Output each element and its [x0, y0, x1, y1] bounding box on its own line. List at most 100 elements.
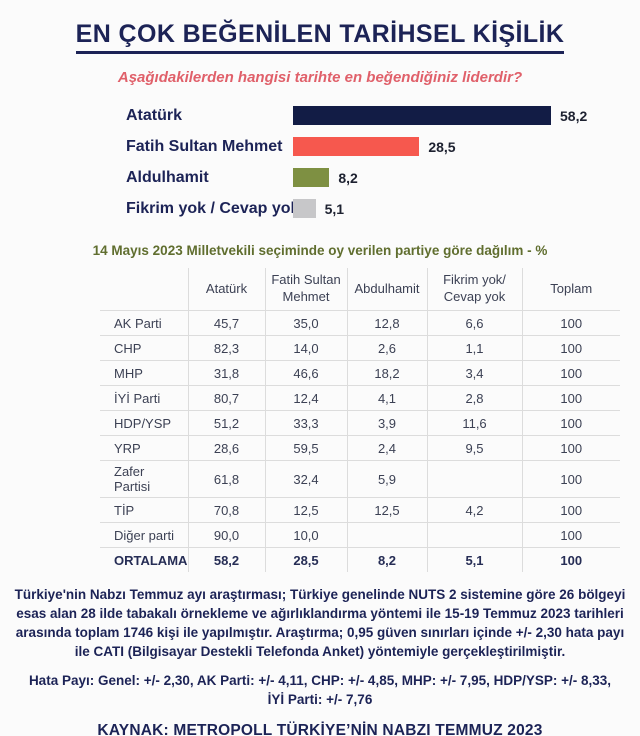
value-cell: 3,9 [346, 410, 428, 436]
table-column-header: Toplam [521, 267, 621, 311]
poll-infographic: EN ÇOK BEĞENİLEN TARİHSEL KİŞİLİK Aşağıd… [0, 20, 640, 736]
table-header-row: Atatürk Fatih Sultan Mehmet Abdulhamit Fikr… [99, 267, 621, 311]
value-cell: 4,1 [346, 385, 428, 411]
row-label-cell: MHP [99, 360, 189, 386]
value-cell: 5,1 [426, 547, 523, 573]
value-cell: 1,1 [426, 335, 523, 361]
table-column-header: Fikrim yok/ Cevap yok [426, 267, 523, 311]
table-row: CHP 82,3 14,0 2,6 1,1 100 [99, 335, 621, 361]
bar-label: Fatih Sultan Mehmet [126, 137, 283, 155]
source-line: KAYNAK: METROPOLL TÜRKİYE’NİN NABZI TEMM… [97, 721, 543, 736]
value-cell: 28,5 [264, 547, 348, 573]
value-cell [346, 522, 428, 548]
margin-of-error-note: Hata Payı: Genel: +/- 2,30, AK Parti: +/… [28, 672, 612, 707]
bar-row: Fikrim yok / Cevap yok 5,1 [126, 199, 640, 218]
table-row: İYİ Parti 80,7 12,4 4,1 2,8 100 [99, 385, 621, 411]
value-cell: 12,5 [346, 497, 428, 523]
bar [293, 199, 316, 218]
row-label-cell: CHP [99, 335, 189, 361]
value-cell: 100 [521, 310, 621, 336]
value-cell: 33,3 [264, 410, 348, 436]
value-cell: 100 [521, 360, 621, 386]
table-row: Diğer parti 90,0 10,0 100 [99, 522, 621, 548]
value-cell: 80,7 [187, 385, 266, 411]
value-cell: 61,8 [187, 460, 266, 498]
value-cell: 2,4 [346, 435, 428, 461]
value-cell: 5,9 [346, 460, 428, 498]
value-cell: 12,8 [346, 310, 428, 336]
row-label-cell: ORTALAMA [99, 547, 189, 573]
bar-value: 28,5 [428, 138, 456, 155]
bar [293, 137, 420, 156]
value-cell: 2,8 [426, 385, 523, 411]
bar-row: Atatürk 58,2 [126, 106, 640, 125]
bar-label: Atatürk [126, 106, 183, 124]
bar-value: 8,2 [338, 169, 358, 186]
value-cell [426, 460, 523, 498]
party-breakdown-table: Atatürk Fatih Sultan Mehmet Abdulhamit Fikr… [99, 267, 621, 573]
value-cell: 12,5 [264, 497, 348, 523]
value-cell: 11,6 [426, 410, 523, 436]
table-header: Atatürk Fatih Sultan Mehmet Abdulhamit Fikr… [99, 267, 621, 311]
value-cell: 100 [521, 410, 621, 436]
bar [293, 106, 551, 125]
table-row: YRP 28,6 59,5 2,4 9,5 100 [99, 435, 621, 461]
value-cell: 2,6 [346, 335, 428, 361]
table-row: MHP 31,8 46,6 18,2 3,4 100 [99, 360, 621, 386]
survey-question: Aşağıdakilerden hangisi tarihte en beğen… [117, 69, 523, 86]
table-column-header: Abdulhamit [346, 267, 428, 311]
bar-value: 58,2 [560, 107, 588, 124]
bar-label: Aldulhamit [126, 168, 209, 186]
value-cell: 45,7 [187, 310, 266, 336]
value-cell: 100 [521, 497, 621, 523]
bar-row: Fatih Sultan Mehmet 28,5 [126, 137, 640, 156]
bar [293, 168, 330, 187]
table-column-header: Fatih Sultan Mehmet [264, 267, 348, 311]
table-column-header: Atatürk [187, 267, 266, 311]
table-average-row: ORTALAMA 58,2 28,5 8,2 5,1 100 [99, 547, 621, 573]
value-cell: 100 [521, 335, 621, 361]
value-cell: 28,6 [187, 435, 266, 461]
value-cell: 90,0 [187, 522, 266, 548]
bar-value: 5,1 [324, 200, 345, 217]
value-cell: 12,4 [264, 385, 348, 411]
value-cell: 4,2 [426, 497, 523, 523]
value-cell: 82,3 [187, 335, 266, 361]
value-cell: 100 [521, 522, 621, 548]
table-row: AK Parti 45,7 35,0 12,8 6,6 100 [99, 310, 621, 336]
table-row: Zafer Partisi 61,8 32,4 5,9 100 [99, 460, 621, 498]
row-label-cell: AK Parti [99, 310, 189, 336]
value-cell: 3,4 [426, 360, 523, 386]
bar-row: Aldulhamit 8,2 [126, 168, 640, 187]
value-cell: 100 [521, 385, 621, 411]
value-cell: 32,4 [264, 460, 348, 498]
page-title: EN ÇOK BEĞENİLEN TARİHSEL KİŞİLİK [0, 20, 640, 54]
value-cell: 6,6 [426, 310, 523, 336]
table-row: HDP/YSP 51,2 33,3 3,9 11,6 100 [99, 410, 621, 436]
table-column-header [99, 267, 189, 311]
value-cell: 9,5 [426, 435, 523, 461]
value-cell: 70,8 [187, 497, 266, 523]
value-cell: 51,2 [187, 410, 266, 436]
value-cell: 31,8 [187, 360, 266, 386]
row-label-cell: HDP/YSP [99, 410, 189, 436]
value-cell: 10,0 [264, 522, 348, 548]
value-cell: 100 [521, 460, 621, 498]
value-cell: 18,2 [346, 360, 428, 386]
value-cell: 46,6 [264, 360, 348, 386]
value-cell: 8,2 [346, 547, 428, 573]
bar-label: Fikrim yok / Cevap yok [126, 199, 300, 217]
value-cell: 14,0 [264, 335, 348, 361]
table-body: AK Parti 45,7 35,0 12,8 6,6 100 CHP 82,3 14,0 2,6… [99, 310, 621, 573]
table-row: TİP 70,8 12,5 12,5 4,2 100 [99, 497, 621, 523]
value-cell: 58,2 [187, 547, 266, 573]
row-label-cell: TİP [99, 497, 189, 523]
row-label-cell: Diğer parti [99, 522, 189, 548]
value-cell: 59,5 [264, 435, 348, 461]
value-cell: 100 [521, 547, 621, 573]
page-title-text: EN ÇOK BEĞENİLEN TARİHSEL KİŞİLİK [75, 20, 565, 54]
bar-chart: Atatürk 58,2 Fatih Sultan Mehmet 28,5 Aldulh… [126, 106, 640, 218]
value-cell: 35,0 [264, 310, 348, 336]
row-label-cell: İYİ Parti [99, 385, 189, 411]
row-label-cell: Zafer Partisi [99, 460, 189, 498]
